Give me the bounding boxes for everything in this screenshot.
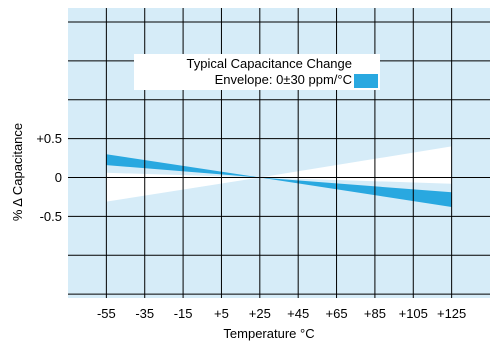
- x-tick-label: -35: [135, 306, 154, 321]
- y-axis-label: % Δ Capacitance: [10, 123, 25, 221]
- x-axis-label: Temperature °C: [223, 326, 314, 341]
- x-tick-label: +65: [326, 306, 348, 321]
- x-axis-ticks: -55 -35 -15 +5 +25 +45 +65 +85 +105 +125: [97, 306, 466, 321]
- x-tick-label: +105: [399, 306, 428, 321]
- y-tick-label: -0.5: [40, 209, 62, 224]
- envelope-region: [106, 154, 452, 207]
- legend-label-envelope: Envelope: 0±30 ppm/°C: [215, 72, 352, 87]
- legend: Typical Capacitance Change Envelope: 0±3…: [134, 54, 380, 90]
- grid-lines: [68, 8, 490, 298]
- x-tick-label: -55: [97, 306, 116, 321]
- x-tick-label: +85: [364, 306, 386, 321]
- typical-change-region: [106, 146, 452, 202]
- x-tick-label: +25: [249, 306, 271, 321]
- envelope-band: [106, 154, 452, 207]
- y-tick-label: 0: [55, 170, 62, 185]
- legend-swatch-typical: [354, 55, 378, 69]
- y-tick-label: +0.5: [36, 131, 62, 146]
- x-tick-label: +5: [214, 306, 229, 321]
- y-axis-ticks: +0.5 0 -0.5: [36, 131, 62, 224]
- x-tick-label: +45: [287, 306, 309, 321]
- x-tick-label: +125: [437, 306, 466, 321]
- x-tick-label: -15: [174, 306, 193, 321]
- legend-panel: [134, 54, 380, 90]
- legend-swatch-envelope: [354, 74, 378, 88]
- legend-label-typical: Typical Capacitance Change: [187, 56, 353, 71]
- typical-change-band: [106, 146, 452, 202]
